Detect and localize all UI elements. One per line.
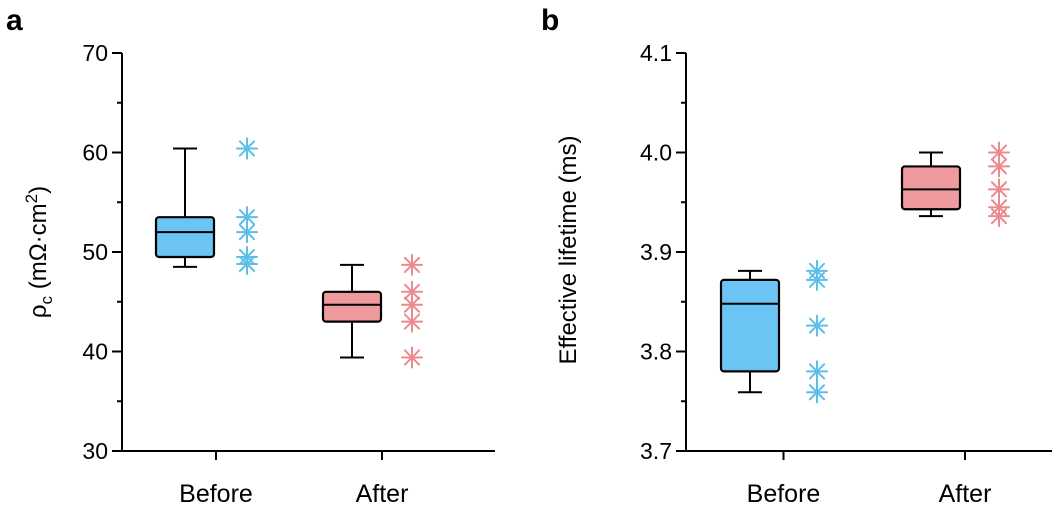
- panel-a-data-point: [401, 310, 423, 333]
- panel-a-ylabel: ρc (mΩ·cm2): [22, 186, 56, 318]
- panel-b-letter: b: [541, 4, 559, 37]
- panel-a-ytick-label: 40: [82, 339, 108, 365]
- panel-a-ytick-label: 70: [82, 40, 108, 66]
- panel-a-data-point-stroke: [403, 313, 421, 330]
- panel-b-ytick-label: 4.1: [640, 40, 672, 66]
- panel-a-xtick-label: Before: [179, 480, 253, 508]
- panel-b-data-point: [806, 381, 828, 404]
- panel-a-box-before: [154, 216, 216, 259]
- panel-b-data-point: [988, 155, 1010, 178]
- panel-b-data-point: [988, 141, 1010, 164]
- panel-b-ylabel: Effective lifetime (ms): [555, 136, 582, 365]
- panel-a-data-point: [236, 221, 258, 244]
- panel-b-ytick-label: 3.8: [640, 339, 672, 365]
- panel-a-data-point-stroke: [238, 209, 256, 226]
- panel-b-xtick-label: After: [939, 480, 992, 508]
- panel-b-data-point-stroke: [990, 208, 1008, 225]
- panel-a: a ρc (mΩ·cm2) 30 40 50 60 70 Before After: [6, 4, 495, 508]
- panel-b-data-point-stroke: [808, 317, 826, 334]
- panel-b-data-point-stroke: [990, 158, 1008, 175]
- panel-b-data-point: [806, 314, 828, 337]
- panel-a-data-point-stroke: [238, 224, 256, 241]
- panel-b-xtick-label: Before: [747, 480, 821, 508]
- panel-a-data-point: [236, 252, 258, 275]
- panel-b-data-point-stroke: [808, 363, 826, 380]
- panel-b-box-before: [719, 278, 781, 373]
- panel-a-ylabel-sup: 2: [22, 194, 41, 203]
- panel-a-ylabel-close: ): [25, 186, 52, 194]
- panel-a-ylabel-sub: c: [37, 295, 56, 304]
- panel-a-ytick-label: 60: [82, 140, 108, 166]
- panel-b-data-point: [806, 268, 828, 291]
- panel-b-data-point: [988, 178, 1010, 201]
- panel-b-data-point-stroke: [990, 181, 1008, 198]
- panel-a-box-after: [321, 290, 383, 323]
- panel-a-data-point-stroke: [403, 283, 421, 300]
- panel-b-data-point: [806, 360, 828, 383]
- panel-a-data-point-stroke: [403, 296, 421, 313]
- panel-b-data-point-stroke: [990, 144, 1008, 161]
- panel-a-plot: 30 40 50 60 70 Before After: [82, 40, 495, 508]
- panel-a-ylabel-rho: ρ: [25, 304, 52, 318]
- panel-a-data-point: [401, 253, 423, 276]
- panel-b-ytick-label: 4.0: [640, 140, 672, 166]
- panel-a-data-point-stroke: [238, 255, 256, 273]
- panel-a-data-point-stroke: [403, 256, 421, 274]
- panel-b-data-point: [988, 205, 1010, 228]
- panel-b-ytick-label: 3.7: [640, 438, 672, 464]
- panel-a-ytick-label: 50: [82, 239, 108, 265]
- panel-a-ytick-label: 30: [82, 438, 108, 464]
- panel-b-box-after: [900, 165, 962, 211]
- panel-a-data-point-stroke: [238, 140, 256, 157]
- panel-a-data-point-stroke: [403, 349, 421, 366]
- panel-a-data-point: [236, 137, 258, 160]
- panel-b-data-point-stroke: [808, 384, 826, 401]
- panel-a-ylabel-unit: (mΩ·cm: [25, 203, 52, 296]
- panel-a-xtick-label: After: [356, 480, 409, 508]
- panel-a-data-point: [401, 346, 423, 369]
- panel-b-plot: 3.7 3.8 3.9 4.0 4.1 Before After: [640, 40, 1052, 508]
- panel-b-data-point-stroke: [808, 271, 826, 288]
- panel-b: b Effective lifetime (ms) 3.7 3.8 3.9 4.0 4.…: [541, 4, 1052, 508]
- panel-b-ytick-label: 3.9: [640, 239, 672, 265]
- panel-a-data-point: [401, 280, 423, 303]
- panel-a-letter: a: [6, 4, 23, 37]
